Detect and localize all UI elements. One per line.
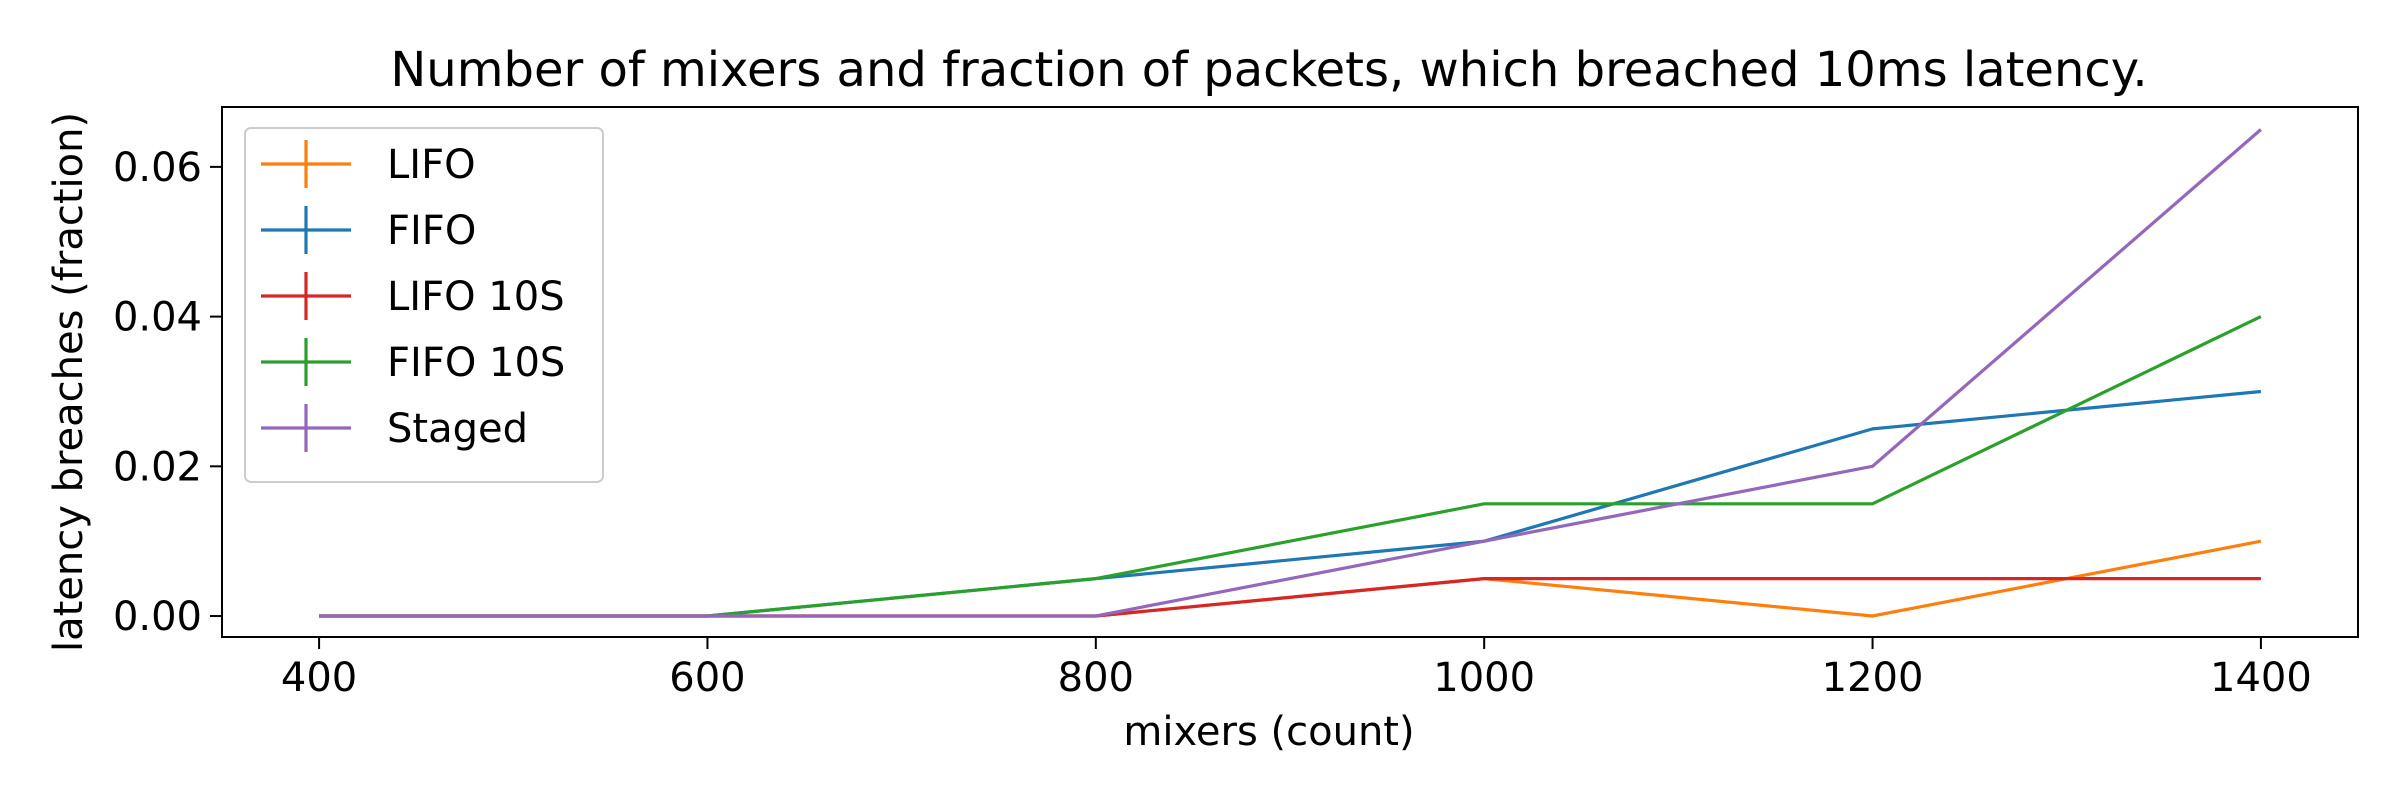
x-tick-label: 800 <box>1058 655 1134 701</box>
x-axis-label: mixers (count) <box>1123 709 1414 755</box>
x-tick-label: 1200 <box>1822 655 1924 701</box>
series-lines <box>319 128 2262 618</box>
y-tick-label: 0.06 <box>113 145 202 191</box>
y-axis: 0.00 0.02 0.04 0.06 <box>113 145 222 640</box>
y-tick-label: 0.02 <box>113 444 202 490</box>
legend-label: LIFO 10S <box>387 274 565 320</box>
plot-frame <box>221 106 2359 638</box>
plot-area <box>221 106 2359 638</box>
legend-label: LIFO <box>387 142 476 188</box>
x-tick-label: 1400 <box>2210 655 2312 701</box>
x-axis: 400 600 800 1000 1200 1400 <box>281 637 2312 701</box>
x-tick-label: 600 <box>669 655 745 701</box>
x-tick-label: 400 <box>281 655 357 701</box>
legend-item: FIFO 10S <box>261 338 565 386</box>
legend-item: LIFO <box>261 140 476 188</box>
legend-item: FIFO <box>261 206 476 254</box>
series-line-fifo-10s <box>319 315 2262 618</box>
legend: LIFO FIFO LIFO 10S FIFO 10S Staged <box>244 127 604 483</box>
legend-item: Staged <box>261 404 528 452</box>
legend-label: FIFO 10S <box>387 340 565 386</box>
x-tick-label: 1000 <box>1433 655 1535 701</box>
legend-label: Staged <box>387 406 528 452</box>
legend-item: LIFO 10S <box>261 272 565 320</box>
chart-title: Number of mixers and fraction of packets… <box>390 42 2147 98</box>
series-line-staged <box>319 128 2262 618</box>
y-axis-label: latency breaches (fraction) <box>46 112 92 652</box>
y-tick-label: 0.00 <box>113 594 202 640</box>
y-tick-label: 0.04 <box>113 295 202 341</box>
series-line-fifo <box>319 389 2262 618</box>
legend-label: FIFO <box>387 208 476 254</box>
legend-box <box>244 127 604 483</box>
